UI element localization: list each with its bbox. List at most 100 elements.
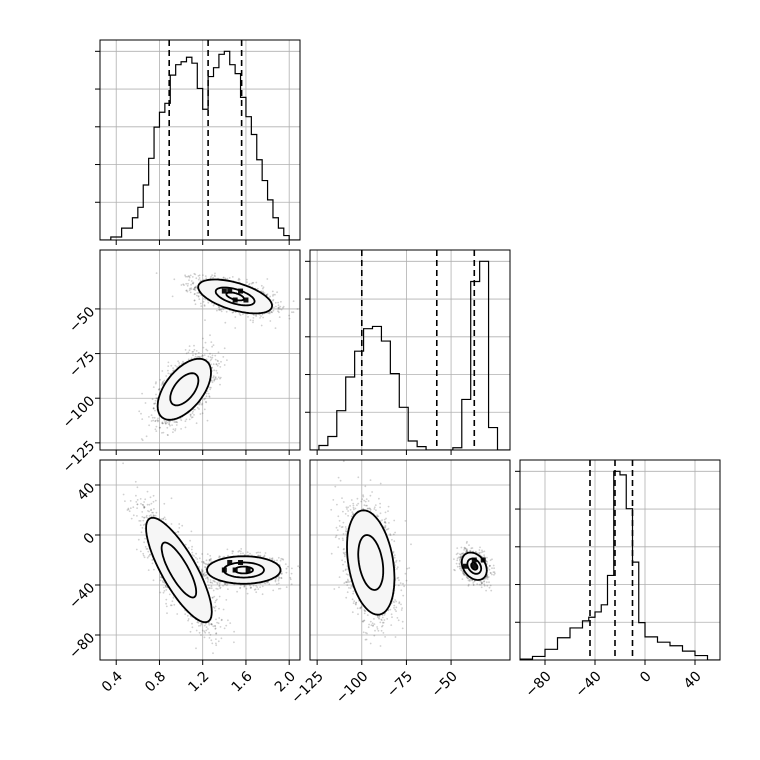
- sample-point: [158, 388, 161, 390]
- sample-point: [226, 583, 229, 585]
- sample-point: [262, 286, 265, 289]
- sample-point: [271, 311, 273, 314]
- sample-point: [226, 359, 228, 361]
- sample-point: [263, 555, 266, 558]
- sample-point: [210, 639, 213, 642]
- sample-point: [214, 358, 217, 361]
- sample-point: [228, 277, 231, 279]
- sample-point: [227, 554, 229, 557]
- sample-point: [263, 582, 266, 584]
- sample-point: [218, 580, 220, 583]
- sample-point: [231, 276, 234, 278]
- sample-point: [193, 288, 196, 291]
- sample-point: [158, 388, 160, 391]
- sample-point: [140, 502, 142, 505]
- sample-point: [269, 295, 271, 298]
- sample-point: [186, 275, 189, 278]
- sample-point: [161, 383, 164, 385]
- histogram-step-line: [100, 50, 300, 240]
- sample-point: [137, 538, 140, 541]
- sample-point: [213, 580, 216, 582]
- sample-point: [280, 572, 283, 575]
- sample-point: [192, 282, 195, 285]
- sample-point: [243, 585, 246, 587]
- sample-point: [197, 278, 200, 281]
- sample-point: [166, 426, 169, 429]
- sample-point: [154, 428, 157, 431]
- sample-point: [272, 293, 275, 296]
- sample-point: [218, 308, 221, 311]
- sample-point: [190, 283, 193, 286]
- sample-point: [204, 341, 207, 344]
- sample-point: [176, 421, 179, 424]
- sample-point: [191, 545, 194, 548]
- density-fill: [207, 556, 281, 584]
- sample-point: [184, 349, 187, 351]
- sample-point: [186, 290, 189, 293]
- sample-point: [159, 576, 162, 578]
- sample-point: [205, 573, 208, 576]
- sample-point: [218, 362, 220, 365]
- sample-point: [153, 402, 156, 405]
- sample-point: [297, 565, 299, 568]
- sample-point: [278, 306, 280, 309]
- sample-point: [219, 366, 222, 368]
- sample-point: [170, 523, 173, 525]
- sample-point: [193, 288, 196, 291]
- sample-point: [182, 360, 184, 363]
- sample-point: [159, 579, 162, 582]
- sample-point: [187, 275, 190, 278]
- sample-point: [154, 409, 156, 412]
- sample-point: [205, 392, 208, 395]
- sample-point: [216, 583, 219, 585]
- sample-point: [211, 274, 214, 277]
- x-tick-label: −40: [573, 668, 605, 700]
- sample-point: [289, 576, 292, 579]
- sample-point: [251, 281, 254, 284]
- sample-point: [191, 412, 194, 414]
- sample-point: [167, 365, 170, 367]
- sample-point: [239, 586, 242, 589]
- sample-point: [273, 306, 275, 309]
- sample-point: [191, 276, 194, 278]
- sample-point: [214, 627, 217, 630]
- sample-point: [277, 306, 280, 309]
- sample-point: [238, 277, 240, 280]
- sample-point: [194, 293, 196, 295]
- sample-point: [256, 287, 259, 290]
- sample-point: [240, 548, 243, 550]
- sample-point: [274, 327, 277, 329]
- sample-point: [165, 420, 168, 423]
- sample-point: [255, 315, 258, 317]
- sample-point: [173, 421, 176, 423]
- sample-point: [150, 502, 153, 505]
- sample-point: [193, 348, 196, 351]
- sample-point: [205, 401, 208, 404]
- sample-point: [238, 278, 241, 281]
- sample-point: [212, 276, 215, 279]
- sample-point: [194, 408, 196, 411]
- sample-point: [160, 384, 163, 386]
- sample-point: [206, 390, 209, 392]
- sample-point: [223, 364, 226, 366]
- sample-point: [250, 586, 252, 589]
- sample-point: [162, 422, 164, 425]
- sample-point: [159, 378, 162, 381]
- sample-point: [205, 277, 208, 280]
- sample-point: [180, 419, 183, 422]
- sample-point: [274, 293, 276, 296]
- sample-point: [132, 506, 135, 509]
- sample-point: [208, 558, 211, 561]
- sample-point: [215, 363, 218, 366]
- sample-point: [282, 558, 285, 561]
- sample-point: [238, 313, 241, 315]
- sample-point: [166, 421, 169, 424]
- contour-line: [233, 565, 254, 575]
- sample-point: [140, 438, 143, 440]
- sample-point: [169, 372, 172, 375]
- density-fill: [157, 358, 211, 420]
- sample-point: [262, 290, 264, 293]
- sample-point: [259, 586, 261, 589]
- sample-point: [292, 300, 295, 303]
- sample-point: [196, 294, 198, 297]
